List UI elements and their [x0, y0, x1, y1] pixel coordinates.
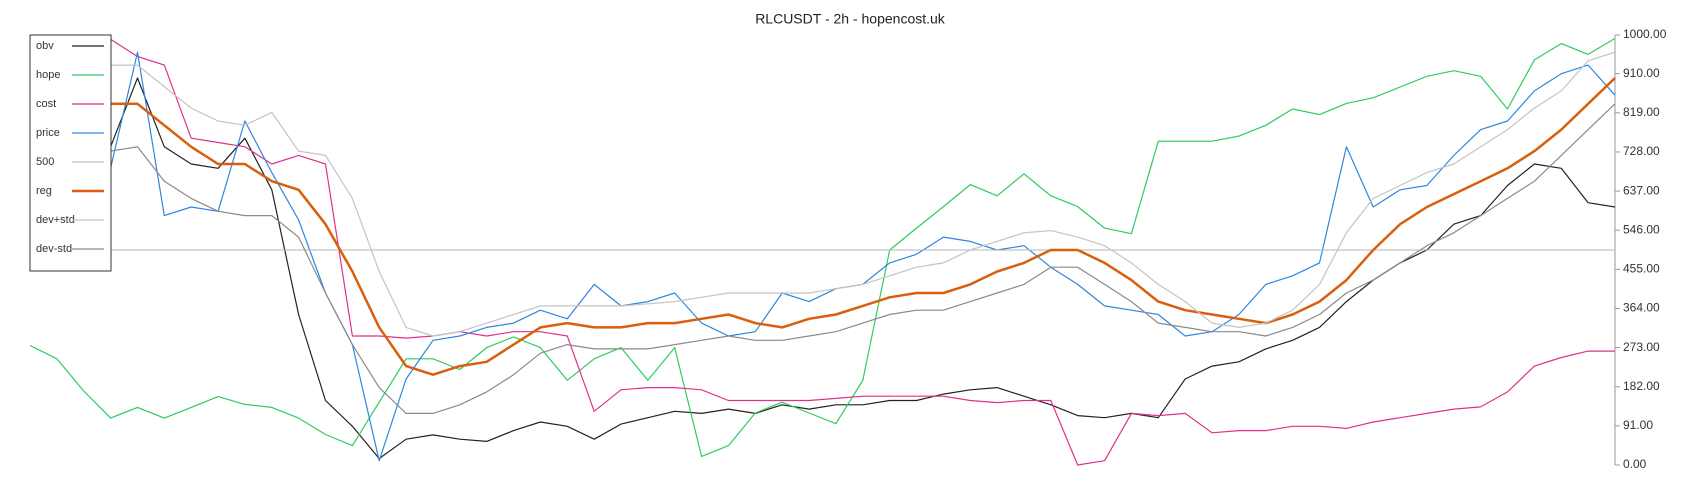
y-tick-label: 728.00: [1623, 144, 1660, 158]
legend-label: 500: [36, 156, 54, 168]
y-tick-label: 1000.00: [1623, 27, 1667, 41]
series-line: [110, 51, 1616, 462]
legend-label: hope: [36, 69, 60, 81]
legend-label: cost: [36, 98, 56, 110]
series-line: [110, 51, 1616, 337]
series-line: [110, 103, 1616, 414]
series-line: [110, 77, 1616, 460]
legend-label: dev+std: [36, 214, 75, 226]
series-line: [110, 38, 1615, 466]
y-tick-label: 637.00: [1623, 183, 1660, 197]
y-tick-label: 910.00: [1623, 66, 1660, 80]
y-tick-label: 546.00: [1623, 222, 1660, 236]
legend-label: price: [36, 127, 60, 139]
y-tick-label: 819.00: [1623, 105, 1660, 119]
chart-title: RLCUSDT - 2h - hopencost.uk: [755, 11, 946, 27]
legend-label: dev-std: [36, 243, 72, 255]
y-tick-label: 273.00: [1623, 340, 1660, 354]
series-line: [29, 37, 1616, 457]
series-line: [110, 77, 1616, 376]
y-tick-label: 455.00: [1623, 262, 1660, 276]
y-tick-label: 91.00: [1623, 418, 1653, 432]
legend-label: obv: [36, 40, 54, 52]
legend-box: [29, 34, 112, 272]
legend-label: reg: [36, 185, 52, 197]
y-tick-label: 182.00: [1623, 379, 1660, 393]
y-tick-label: 0.00: [1623, 457, 1647, 471]
y-tick-label: 364.00: [1623, 301, 1660, 315]
